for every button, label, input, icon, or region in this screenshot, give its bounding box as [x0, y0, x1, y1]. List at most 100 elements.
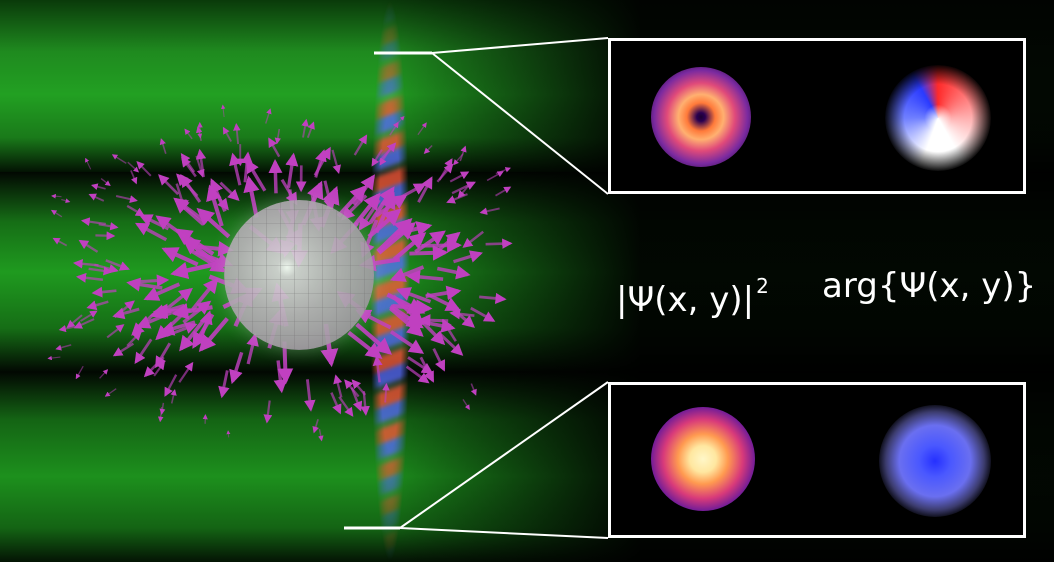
field-vector-arrow	[441, 318, 457, 342]
field-vector-arrow	[112, 342, 135, 357]
field-vector-arrow	[198, 310, 213, 343]
vortex-phase-profile	[885, 65, 991, 171]
field-vector-arrow	[386, 292, 426, 314]
field-vector-arrow	[95, 231, 116, 241]
field-vector-arrow	[111, 154, 127, 164]
field-vector-arrow	[130, 170, 138, 185]
field-vector-arrow	[180, 174, 202, 203]
field-vector-arrow	[449, 171, 470, 183]
field-vector-arrow	[106, 324, 125, 339]
field-vector-arrow	[437, 331, 464, 356]
field-vector-arrow	[453, 250, 483, 264]
particle-mesh	[224, 200, 374, 350]
field-vector-arrow	[80, 217, 106, 227]
field-vector-arrow	[389, 265, 425, 282]
field-vector-arrow	[367, 208, 402, 239]
field-vector-arrow	[451, 181, 476, 195]
field-vector-arrow	[209, 186, 229, 211]
field-vector-arrow	[398, 115, 405, 123]
field-vector-arrow	[158, 174, 180, 196]
field-vector-arrow	[66, 314, 83, 329]
field-vector-arrow	[219, 181, 240, 202]
field-vector-arrow	[409, 245, 449, 261]
field-vector-arrow	[161, 247, 199, 267]
phase-label: arg{Ψ(x, y)}	[822, 266, 1036, 306]
field-vector-arrow	[180, 153, 196, 173]
field-vector-arrow	[218, 370, 230, 399]
field-vector-arrow	[436, 265, 471, 280]
field-vector-arrow	[166, 322, 198, 337]
field-vector-arrow	[341, 194, 368, 221]
field-vector-arrow	[113, 300, 135, 319]
field-vector-arrow	[80, 310, 98, 322]
field-vector-arrow	[196, 207, 231, 239]
field-vector-arrow	[330, 392, 342, 415]
field-vector-arrow	[382, 382, 390, 403]
field-vector-arrow	[178, 361, 194, 383]
field-vector-arrow	[61, 198, 71, 204]
intensity-psi: Ψ	[627, 280, 655, 320]
field-vector-arrow	[306, 121, 315, 139]
field-vector-arrow	[432, 347, 446, 372]
field-vector-arrow	[159, 402, 166, 415]
field-vector-arrow	[358, 199, 381, 231]
field-vector-arrow	[438, 158, 453, 181]
field-vector-arrow	[221, 104, 226, 118]
intensity-label: |Ψ(x, y)| 2	[616, 266, 769, 320]
intensity-args: (x, y)	[654, 280, 743, 320]
field-vector-arrow	[115, 195, 138, 204]
field-vector-arrow	[51, 193, 62, 199]
field-vector-arrow	[149, 303, 185, 320]
field-vector-arrow	[285, 152, 299, 188]
field-vector-arrow	[479, 292, 507, 304]
gaussian-intensity-profile	[651, 407, 755, 511]
intensity-open-bar: |	[616, 280, 628, 320]
field-vector-arrow	[378, 142, 397, 163]
field-vector-arrow	[462, 399, 470, 410]
field-vector-arrow	[389, 121, 399, 136]
field-vector-arrow	[104, 388, 117, 397]
field-vector-arrow	[240, 151, 253, 183]
field-vector-arrow	[301, 118, 309, 138]
field-vector-arrow	[100, 178, 111, 186]
field-vector-arrow	[389, 330, 425, 354]
field-vector-arrow	[76, 272, 104, 283]
field-vector-arrow	[486, 171, 504, 182]
field-vector-arrow	[313, 146, 331, 177]
field-vector-arrow	[184, 128, 193, 140]
field-vector-arrow	[196, 126, 203, 141]
zoom-line-top-lower	[431, 52, 609, 195]
uniform-phase-profile	[879, 405, 991, 517]
field-vector-arrow	[157, 407, 164, 423]
field-vector-arrow	[318, 428, 324, 442]
field-vector-arrow	[355, 309, 392, 330]
zoom-line-bottom-upper	[399, 381, 609, 529]
field-vector-arrow	[246, 332, 259, 365]
field-vector-arrow	[50, 209, 63, 218]
field-vector-arrow	[164, 287, 193, 311]
field-vector-arrow	[470, 306, 496, 322]
field-vector-arrow	[462, 230, 484, 248]
phase-psi: Ψ	[899, 266, 927, 306]
field-vector-arrow	[127, 161, 140, 173]
field-vector-arrow	[425, 292, 461, 312]
field-vector-arrow	[331, 149, 341, 174]
field-vector-arrow	[222, 126, 232, 142]
field-vector-arrow	[377, 221, 417, 255]
field-vector-arrow	[99, 369, 109, 379]
field-vector-arrow	[90, 183, 106, 190]
field-vector-arrow	[52, 237, 68, 247]
field-vector-arrow	[155, 313, 184, 341]
phase-open-brace: {	[877, 266, 900, 306]
field-vector-arrow	[135, 222, 168, 242]
field-vector-arrow	[406, 269, 444, 284]
field-vector-arrow	[263, 400, 273, 424]
field-vector-arrow	[171, 302, 213, 320]
field-vector-arrow	[338, 396, 354, 417]
field-vector-arrow	[470, 383, 477, 396]
field-vector-arrow	[47, 355, 61, 361]
field-vector-arrow	[173, 197, 205, 222]
field-vector-arrow	[88, 266, 113, 276]
field-vector-arrow	[451, 307, 475, 328]
field-vector-arrow	[233, 122, 241, 145]
